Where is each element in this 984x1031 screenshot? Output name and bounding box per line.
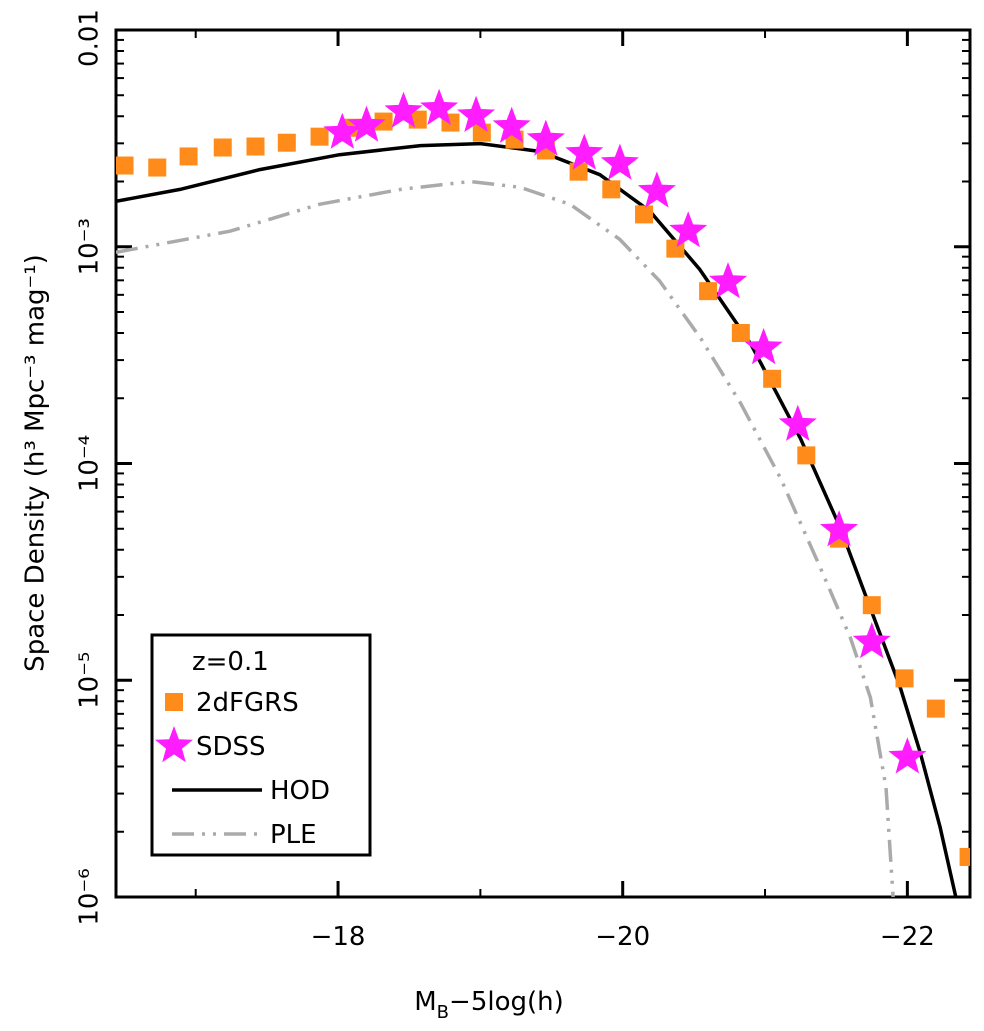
y-tick-label: 10⁻⁴ [75,435,105,492]
star-marker [778,404,817,441]
star-marker [820,510,859,547]
legend-title: z=0.1 [192,647,269,677]
square-marker [116,156,134,175]
square-marker [148,158,167,177]
legend-label: PLE [270,820,317,850]
square-marker [165,693,183,711]
star-marker [888,737,927,774]
square-marker [179,147,198,166]
y-tick-label: 10⁻³ [75,218,105,275]
legend-label: 2dFGRS [196,688,299,718]
square-marker [374,112,393,131]
star-marker [384,91,423,128]
square-marker [926,699,945,718]
square-marker [959,847,970,866]
star-marker [323,112,362,149]
x-tick-label: −22 [880,922,935,952]
y-tick-label: 10⁻⁵ [75,652,105,709]
star-marker [637,171,676,208]
legend-label: SDSS [196,732,266,762]
x-axis-label: MB−5log(h) [414,987,564,1023]
legend-label: HOD [270,776,330,806]
square-marker [602,180,621,199]
square-marker [310,127,329,146]
legend-box [150,633,372,857]
square-marker [699,282,718,301]
square-marker [797,446,816,465]
series-line [116,179,895,897]
square-marker [246,137,265,156]
square-marker [862,596,881,615]
star-marker [526,119,565,156]
star-marker [669,211,708,248]
star-marker [420,88,459,125]
x-tick-label: −18 [311,922,366,952]
y-tick-label: 0.01 [75,9,105,67]
star-marker [492,106,531,143]
square-marker [763,369,782,388]
square-marker [277,133,296,152]
star-marker [709,262,748,299]
y-axis-label: Space Density (h³ Mpc⁻³ mag⁻¹) [21,254,51,672]
square-marker [731,324,750,343]
square-marker [635,205,654,224]
square-marker [213,138,232,157]
star-marker [852,622,891,659]
x-label-main: M [414,987,436,1017]
x-tick-label: −20 [595,922,650,952]
star-marker [457,95,496,132]
y-tick-label: 10⁻⁶ [75,868,105,925]
star-marker [155,726,193,763]
star-marker [600,143,639,180]
star-marker [565,133,604,170]
plot-area [116,88,970,897]
square-marker [895,669,914,688]
star-marker [347,105,386,142]
star-marker [744,328,783,365]
x-label-rest: −5log(h) [449,987,564,1017]
x-label-sub: B [437,1002,449,1023]
